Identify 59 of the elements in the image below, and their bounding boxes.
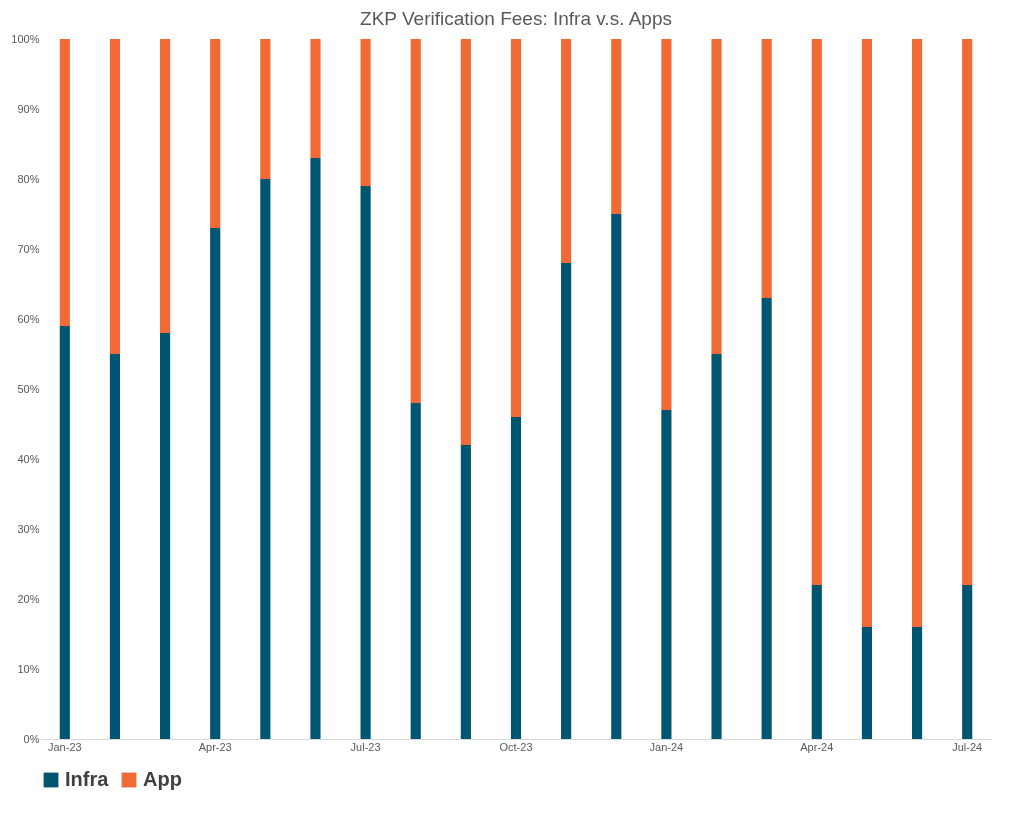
x-tick-label: Jul-24	[952, 740, 983, 753]
bar	[861, 39, 872, 627]
legend-label: Infra	[65, 768, 110, 790]
bar	[711, 39, 722, 354]
legend-label: App	[143, 768, 182, 790]
bar	[761, 39, 772, 298]
x-tick-label: Apr-24	[800, 740, 834, 753]
bar	[260, 39, 271, 179]
bar	[59, 326, 70, 739]
x-tick-label: Jan-24	[649, 740, 684, 753]
bar	[59, 39, 70, 326]
bar	[109, 354, 121, 739]
bar	[160, 39, 171, 333]
bar	[210, 228, 221, 739]
bar	[811, 39, 822, 585]
bar	[962, 585, 973, 739]
bar	[861, 627, 872, 739]
bar	[510, 417, 522, 739]
y-tick-label: 90%	[17, 102, 40, 115]
bar	[410, 403, 421, 739]
bar	[460, 445, 471, 739]
bar	[661, 410, 672, 739]
bar	[160, 333, 171, 739]
bar	[661, 39, 672, 410]
x-tick-label: Jan-23	[47, 740, 82, 753]
y-tick-label: 0%	[23, 732, 40, 745]
bar	[561, 263, 572, 739]
bar	[510, 39, 522, 417]
x-tick-label: Jul-23	[350, 740, 381, 753]
bar	[410, 39, 421, 403]
y-tick-label: 50%	[17, 382, 40, 395]
bar	[460, 39, 471, 445]
chart-title: ZKP Verification Fees: Infra v.s. Apps	[360, 8, 672, 29]
y-tick-label: 100%	[11, 32, 40, 45]
y-tick-label: 70%	[17, 242, 40, 255]
bar	[561, 39, 572, 263]
y-tick-label: 40%	[17, 452, 40, 465]
y-tick-label: 80%	[17, 172, 40, 185]
bar	[210, 39, 221, 228]
y-tick-label: 20%	[17, 592, 40, 605]
bar	[611, 39, 622, 214]
bar	[761, 298, 772, 739]
bar	[360, 186, 371, 739]
bar	[911, 39, 923, 627]
bar	[611, 214, 622, 739]
bar	[310, 39, 321, 158]
x-tick-label: Oct-23	[499, 740, 533, 753]
x-tick-label: Apr-23	[198, 740, 232, 753]
bar	[711, 354, 722, 739]
y-tick-label: 10%	[17, 662, 40, 675]
bar	[962, 39, 973, 585]
bar	[109, 39, 121, 354]
bar	[911, 627, 923, 739]
bar	[310, 158, 321, 739]
bar	[360, 39, 371, 186]
bar	[811, 585, 822, 739]
y-tick-label: 30%	[17, 522, 40, 535]
bar	[260, 179, 271, 739]
y-tick-label: 60%	[17, 312, 40, 325]
